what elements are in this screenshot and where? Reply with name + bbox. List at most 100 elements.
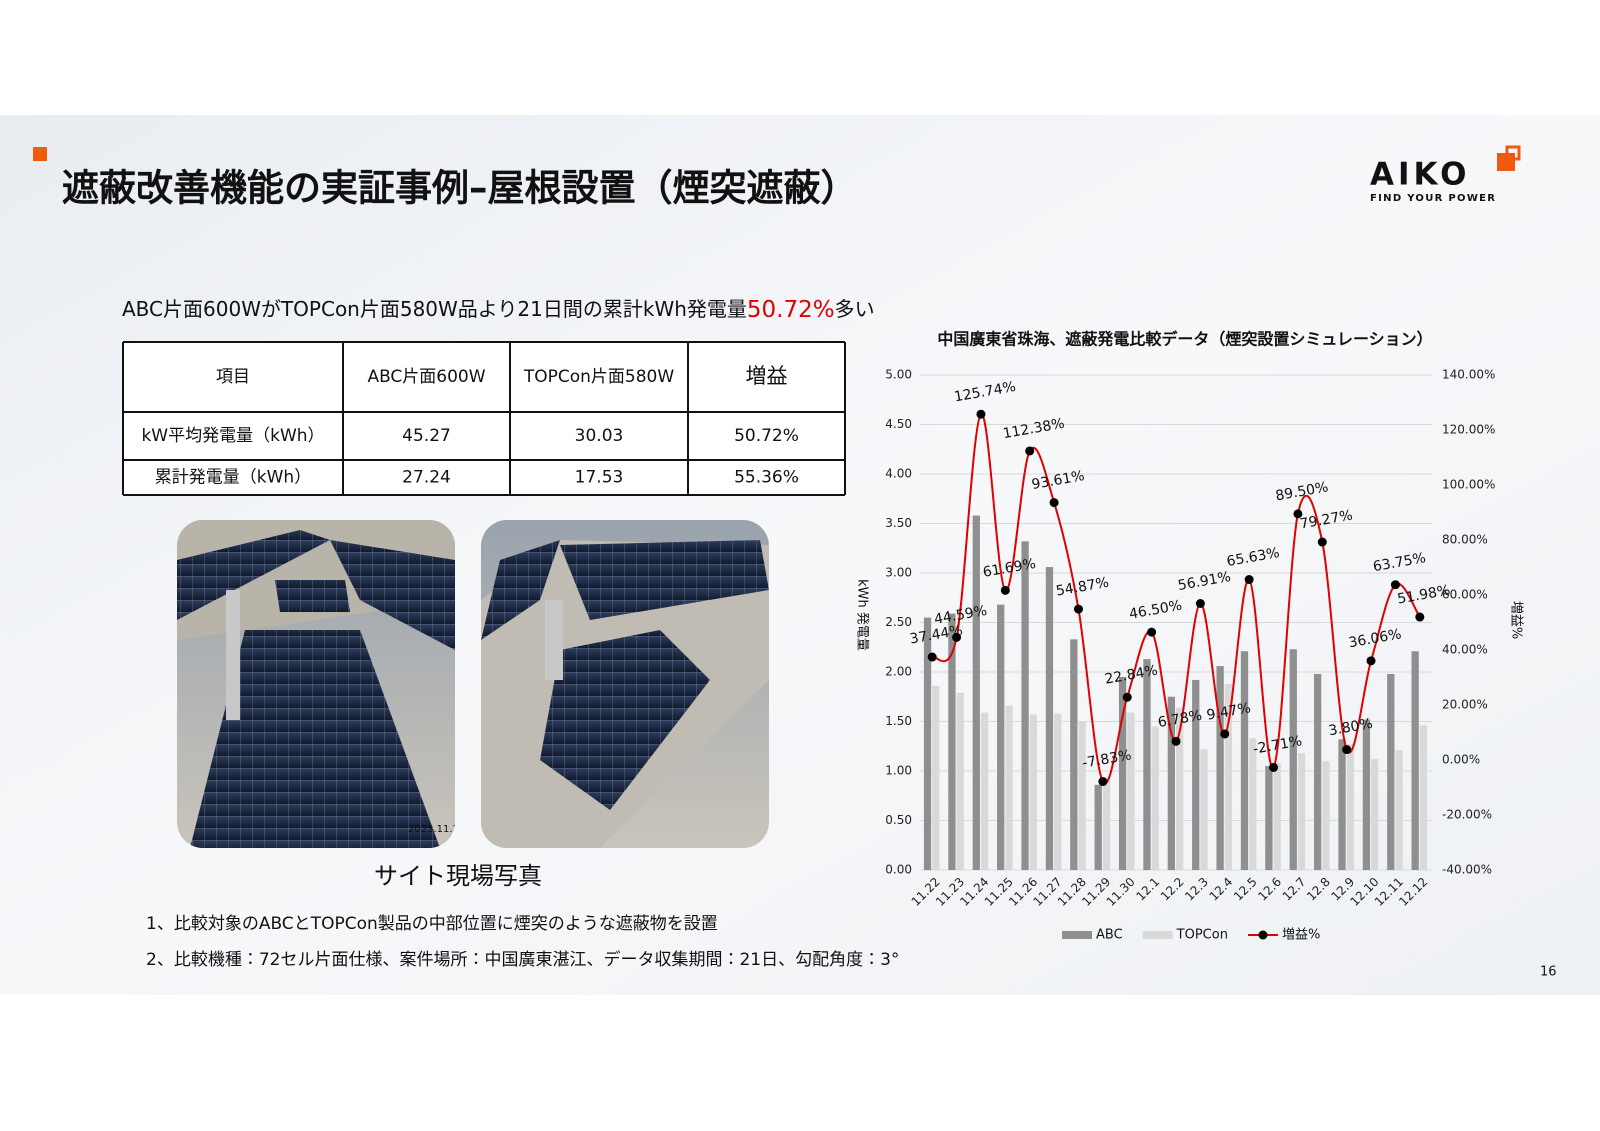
bar <box>1273 763 1281 870</box>
note: 2、比較機種：72セル片面仕様、案件場所：中国廣東湛江、データ収集期間：21日、… <box>146 949 899 970</box>
bar <box>1070 639 1078 870</box>
y2-tick-label: 0.00% <box>1442 753 1480 767</box>
line-marker <box>1049 498 1059 508</box>
y-tick-label: 3.50 <box>885 516 912 530</box>
y-tick-label: 4.00 <box>885 467 912 481</box>
y2-tick-label: 80.00% <box>1442 533 1488 547</box>
legend-label: ABC <box>1096 928 1123 943</box>
note: 1、比較対象のABCとTOPCon製品の中部位置に煙突のような遮蔽物を設置 <box>146 914 718 934</box>
table-header-cell: TOPCon片面580W <box>523 367 675 387</box>
y-tick-label: 0.50 <box>885 813 912 827</box>
y-tick-label: 0.00 <box>885 863 912 877</box>
bar <box>932 685 940 870</box>
y2-tick-label: 100.00% <box>1442 478 1495 492</box>
slide-title: 遮蔽改善機能の実証事例–屋根設置（煙突遮蔽） <box>62 167 858 210</box>
page-number: 16 <box>1540 965 1557 980</box>
table-header-cell: ABC片面600W <box>367 367 485 387</box>
y2-tick-label: 60.00% <box>1442 588 1488 602</box>
bar <box>956 692 964 870</box>
bar <box>1216 666 1224 870</box>
bar <box>1192 679 1200 870</box>
logo-text: AIKO <box>1370 157 1471 193</box>
y-tick-label: 1.00 <box>885 764 912 778</box>
legend-swatch <box>1258 930 1268 940</box>
table-header-cell: 増益 <box>746 364 788 388</box>
line-marker <box>1244 575 1254 585</box>
photos: 2023.11.22 <box>177 520 769 848</box>
bar <box>1387 673 1395 870</box>
bar <box>1265 766 1273 870</box>
legend-label: TOPCon <box>1176 928 1228 943</box>
bar <box>1029 714 1038 870</box>
table-cell: 27.24 <box>402 468 451 488</box>
bar <box>1362 719 1371 870</box>
line-marker <box>1147 627 1157 637</box>
bar <box>1338 739 1346 870</box>
bar <box>1176 707 1184 870</box>
bar <box>1151 726 1159 870</box>
bar <box>1249 738 1257 870</box>
table-cell: 17.53 <box>575 468 624 488</box>
line-marker <box>1342 745 1352 755</box>
legend-label: 増益% <box>1282 928 1320 943</box>
line-marker <box>976 409 986 419</box>
table-header-cell: 項目 <box>216 367 250 387</box>
data-label: 6.78% <box>1157 708 1204 731</box>
y-tick-label: 3.00 <box>885 566 912 580</box>
y-tick-label: 2.00 <box>885 665 912 679</box>
line-marker <box>952 632 962 642</box>
logo-square <box>1505 145 1521 161</box>
table-cell: kW平均発電量（kWh） <box>141 426 324 446</box>
bar <box>923 617 932 870</box>
y-tick-label: 1.50 <box>885 714 912 728</box>
bar <box>980 712 989 870</box>
bar <box>1289 649 1297 870</box>
bar <box>1297 753 1306 870</box>
line-marker <box>927 652 937 662</box>
table-background <box>123 342 845 495</box>
line-marker <box>1073 604 1083 614</box>
bar <box>1094 784 1102 870</box>
legend-swatch <box>1062 931 1092 939</box>
bar <box>1054 713 1062 870</box>
table-cell: 55.36% <box>734 468 799 488</box>
photo <box>481 520 769 848</box>
line-marker <box>1171 736 1181 746</box>
bar <box>1127 712 1135 870</box>
bar <box>1371 759 1379 870</box>
bar <box>1118 676 1127 870</box>
table-cell: 30.03 <box>575 426 624 446</box>
bar <box>997 604 1005 870</box>
y-tick-label: 4.50 <box>885 417 912 431</box>
photo: 2023.11.22 <box>177 520 455 848</box>
summary-highlight: 50.72% <box>747 297 835 323</box>
photo-caption: サイト現場写真 <box>374 862 542 890</box>
bar <box>948 613 956 870</box>
line-marker <box>1390 580 1400 590</box>
y-tick-label: 2.50 <box>885 615 912 629</box>
table-cell: 累計発電量（kWh） <box>155 468 311 488</box>
legend-swatch <box>1142 931 1173 939</box>
bar <box>1419 725 1428 870</box>
bar <box>1411 651 1419 870</box>
bar <box>1395 750 1403 870</box>
summary-text: ABC片面600WがTOPCon片面580W品より21日間の累計kWh発電量 <box>122 297 747 321</box>
table: 項目 ABC片面600W TOPCon片面580W 増益 kW平均発電量（kWh） 45.… <box>122 341 846 496</box>
line-marker <box>1000 585 1010 595</box>
chart-title: 中国廣東省珠海、遮蔽発電比較データ（煙突設置シミュレーション） <box>937 330 1432 349</box>
line-marker <box>1025 446 1035 456</box>
line-marker <box>1122 692 1132 702</box>
line-marker <box>1098 777 1108 787</box>
bar <box>1200 749 1208 870</box>
bar <box>1224 683 1233 870</box>
y2-tick-label: -20.00% <box>1442 808 1492 822</box>
y2-tick-label: 20.00% <box>1442 698 1488 712</box>
bar <box>1346 744 1354 870</box>
logo: AIKO FIND YOUR POWER <box>1370 145 1521 204</box>
bar <box>1240 651 1249 870</box>
logo-tagline: FIND YOUR POWER <box>1370 193 1496 204</box>
bar <box>1078 721 1086 870</box>
bar <box>1322 761 1330 870</box>
